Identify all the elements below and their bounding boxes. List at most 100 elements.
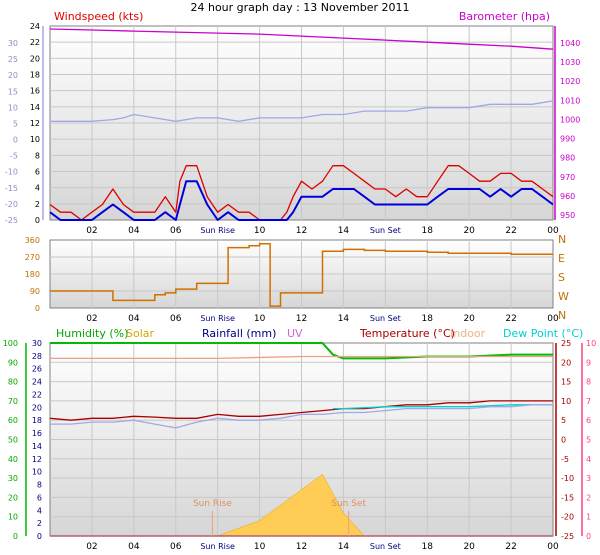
uv-tick: 7 xyxy=(586,397,591,406)
outer-left-tick: -10 xyxy=(5,168,18,177)
outer-left-tick: 25 xyxy=(8,55,18,64)
sun-marker-label: Sun Set xyxy=(331,499,366,509)
x-tick-label: 04 xyxy=(128,314,140,324)
series-line-sensor xyxy=(49,400,553,421)
barometer-tick: 950 xyxy=(560,211,575,220)
rainfall-tick: 18 xyxy=(32,416,42,425)
legend-label: Indoor xyxy=(450,327,486,340)
x-tick-label: 06 xyxy=(170,542,182,552)
barometer-tick: 1020 xyxy=(560,77,580,86)
x-tick-label: 10 xyxy=(254,226,266,236)
x-tick-label: 22 xyxy=(505,226,516,236)
barometer-tick: 1030 xyxy=(560,58,580,67)
temperature-tick: -20 xyxy=(561,513,574,522)
humidity-tick: 0 xyxy=(13,532,18,541)
windspeed-tick: 16 xyxy=(30,87,40,96)
rainfall-tick: 30 xyxy=(32,339,42,348)
windspeed-tick: 20 xyxy=(30,54,40,63)
windspeed-tick: 22 xyxy=(30,38,40,47)
series-line-sensor xyxy=(50,355,553,360)
temperature-tick: 10 xyxy=(561,397,571,406)
chart-title: 24 hour graph day : 13 November 2011 xyxy=(190,1,409,14)
direction-tick: 0 xyxy=(35,304,40,313)
uv-tick: 1 xyxy=(586,513,591,522)
windspeed-axis-label: Windspeed (kts) xyxy=(54,10,143,23)
uv-tick: 8 xyxy=(586,378,591,387)
x-tick-label: 06 xyxy=(170,226,182,236)
rainfall-tick: 10 xyxy=(32,468,42,477)
compass-tick: S xyxy=(558,271,565,284)
legend-label: Dew Point (°C) xyxy=(503,327,583,340)
outer-left-tick: -25 xyxy=(5,216,18,225)
outer-left-tick: -20 xyxy=(5,200,18,209)
legend-label: Temperature (°C) xyxy=(359,327,455,340)
temperature-tick: 25 xyxy=(561,339,571,348)
temperature-tick: -25 xyxy=(561,532,574,541)
x-tick-label: 20 xyxy=(463,542,475,552)
outer-left-tick: 5 xyxy=(13,119,18,128)
humidity-tick: 60 xyxy=(8,416,18,425)
x-tick-label: 12 xyxy=(296,314,307,324)
direction-tick: 90 xyxy=(30,287,40,296)
outer-left-tick: 15 xyxy=(8,87,18,96)
windspeed-tick: 18 xyxy=(30,71,40,80)
x-tick-label: Sun Set xyxy=(370,226,401,235)
windspeed-tick: 14 xyxy=(30,103,40,112)
outer-left-tick: 0 xyxy=(13,136,18,145)
rainfall-tick: 22 xyxy=(32,390,42,399)
uv-tick: 10 xyxy=(586,339,596,348)
windspeed-tick: 10 xyxy=(30,135,40,144)
x-tick-label: 10 xyxy=(254,314,266,324)
x-tick-label: 06 xyxy=(170,314,182,324)
rainfall-tick: 4 xyxy=(37,506,42,515)
outer-left-tick: 10 xyxy=(8,103,18,112)
x-tick-label: 00 xyxy=(547,226,559,236)
x-tick-label: Sun Rise xyxy=(200,542,235,551)
direction-tick: 270 xyxy=(25,253,40,262)
rainfall-tick: 16 xyxy=(32,429,42,438)
x-tick-label: 18 xyxy=(422,542,434,552)
series-line-sensor xyxy=(50,404,553,429)
x-tick-label: Sun Rise xyxy=(200,314,235,323)
x-tick-label: 14 xyxy=(338,542,350,552)
series-line-temperature xyxy=(50,100,554,122)
series-line-direction xyxy=(50,243,553,307)
direction-tick: 360 xyxy=(25,236,40,245)
outer-left-tick: 30 xyxy=(8,39,18,48)
rainfall-tick: 28 xyxy=(32,352,42,361)
humidity-tick: 10 xyxy=(8,513,18,522)
windspeed-tick: 4 xyxy=(35,184,40,193)
legend-label: Rainfall (mm) xyxy=(202,327,276,340)
rainfall-tick: 24 xyxy=(32,378,42,387)
series-line-pressure xyxy=(49,28,554,50)
rainfall-tick: 6 xyxy=(37,493,42,502)
sun-marker-label: Sun Rise xyxy=(193,499,232,509)
x-tick-label: 22 xyxy=(505,314,516,324)
uv-tick: 0 xyxy=(586,532,591,541)
x-tick-label: 02 xyxy=(86,542,97,552)
windspeed-tick: 0 xyxy=(35,216,40,225)
humidity-tick: 100 xyxy=(3,339,18,348)
rainfall-tick: 14 xyxy=(32,442,42,451)
x-tick-label: 20 xyxy=(463,226,475,236)
temperature-tick: -5 xyxy=(561,455,569,464)
series-line-sensor xyxy=(332,404,553,410)
humidity-tick: 30 xyxy=(8,474,18,483)
temperature-tick: 20 xyxy=(561,358,571,367)
x-tick-label: 18 xyxy=(422,314,434,324)
barometer-axis-label: Barometer (hpa) xyxy=(459,10,550,23)
x-tick-label: 14 xyxy=(338,226,350,236)
temperature-tick: 5 xyxy=(561,416,566,425)
x-tick-label: 18 xyxy=(422,226,434,236)
x-tick-label: 02 xyxy=(86,314,97,324)
legend-label: Humidity (%) xyxy=(56,327,128,340)
x-tick-label: 04 xyxy=(128,226,140,236)
x-tick-label: 10 xyxy=(254,542,266,552)
temperature-tick: 15 xyxy=(561,378,571,387)
barometer-tick: 990 xyxy=(560,135,575,144)
uv-tick: 3 xyxy=(586,474,591,483)
legend-label: UV xyxy=(287,327,303,340)
x-tick-label: 12 xyxy=(296,226,307,236)
rainfall-tick: 2 xyxy=(37,519,42,528)
